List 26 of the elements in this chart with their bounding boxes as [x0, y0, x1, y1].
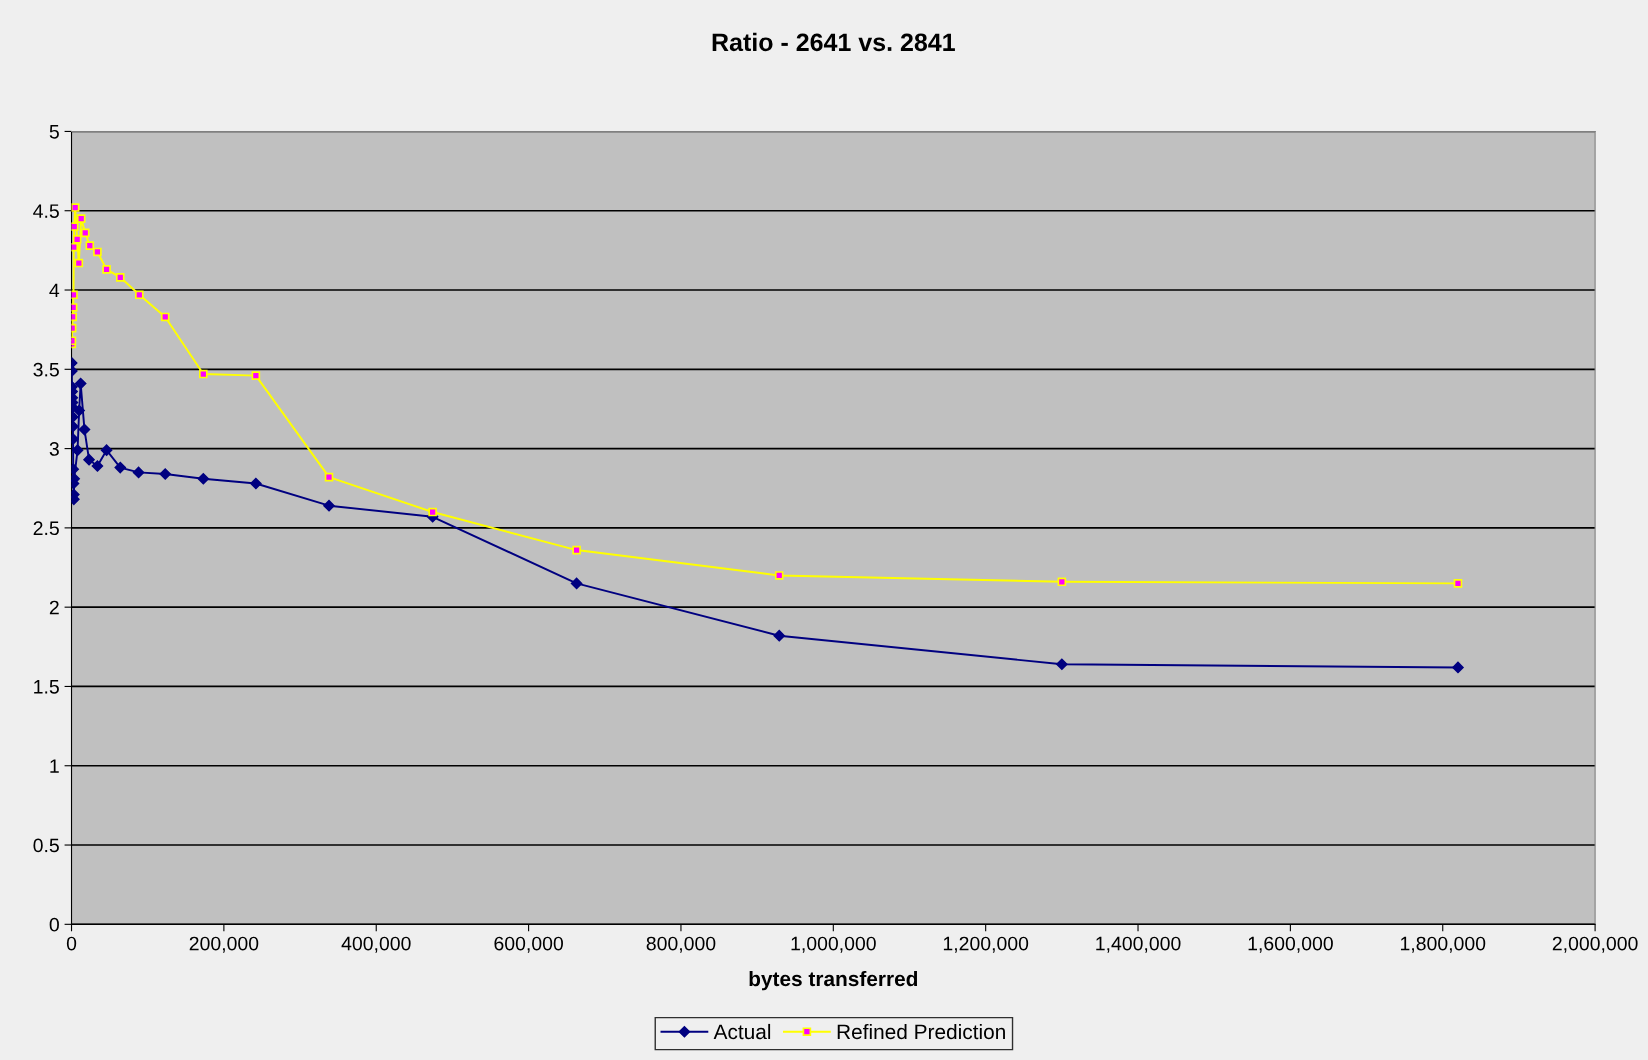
x-tick-label: 600,000 — [494, 936, 563, 953]
y-tick-label: 3.5 — [33, 362, 59, 377]
legend-label: Actual — [713, 1023, 771, 1040]
chart-title: Ratio - 2641 vs. 2841 — [712, 32, 955, 52]
y-tick-label: 1 — [50, 759, 59, 773]
y-tick-label: 2.5 — [33, 521, 59, 536]
y-tick-label: 5 — [49, 125, 59, 139]
y-tick-label: 1.5 — [34, 680, 59, 694]
x-tick-label: 200,000 — [189, 936, 259, 953]
x-tick-label: 1,200,000 — [943, 936, 1029, 953]
x-tick-label: 0 — [66, 936, 77, 951]
x-tick-label: 800,000 — [646, 936, 716, 953]
x-tick-label: 1,000,000 — [791, 936, 876, 953]
y-tick-label: 0.5 — [33, 838, 59, 853]
y-tick-label: 2 — [49, 600, 59, 615]
x-axis-title: bytes transferred — [749, 970, 918, 991]
x-tick-label: 1,600,000 — [1248, 936, 1333, 953]
y-tick-label: 0 — [49, 917, 59, 932]
x-tick-label: 2,000,000 — [1552, 936, 1638, 953]
x-tick-label: 400,000 — [341, 936, 411, 953]
y-tick-label: 4.5 — [33, 204, 59, 218]
y-tick-label: 3 — [49, 442, 59, 456]
x-tick-label: 1,400,000 — [1096, 936, 1181, 953]
x-tick-label: 1,800,000 — [1400, 936, 1486, 953]
legend-label: Refined Prediction — [837, 1023, 1005, 1040]
y-tick-label: 4 — [49, 283, 60, 298]
